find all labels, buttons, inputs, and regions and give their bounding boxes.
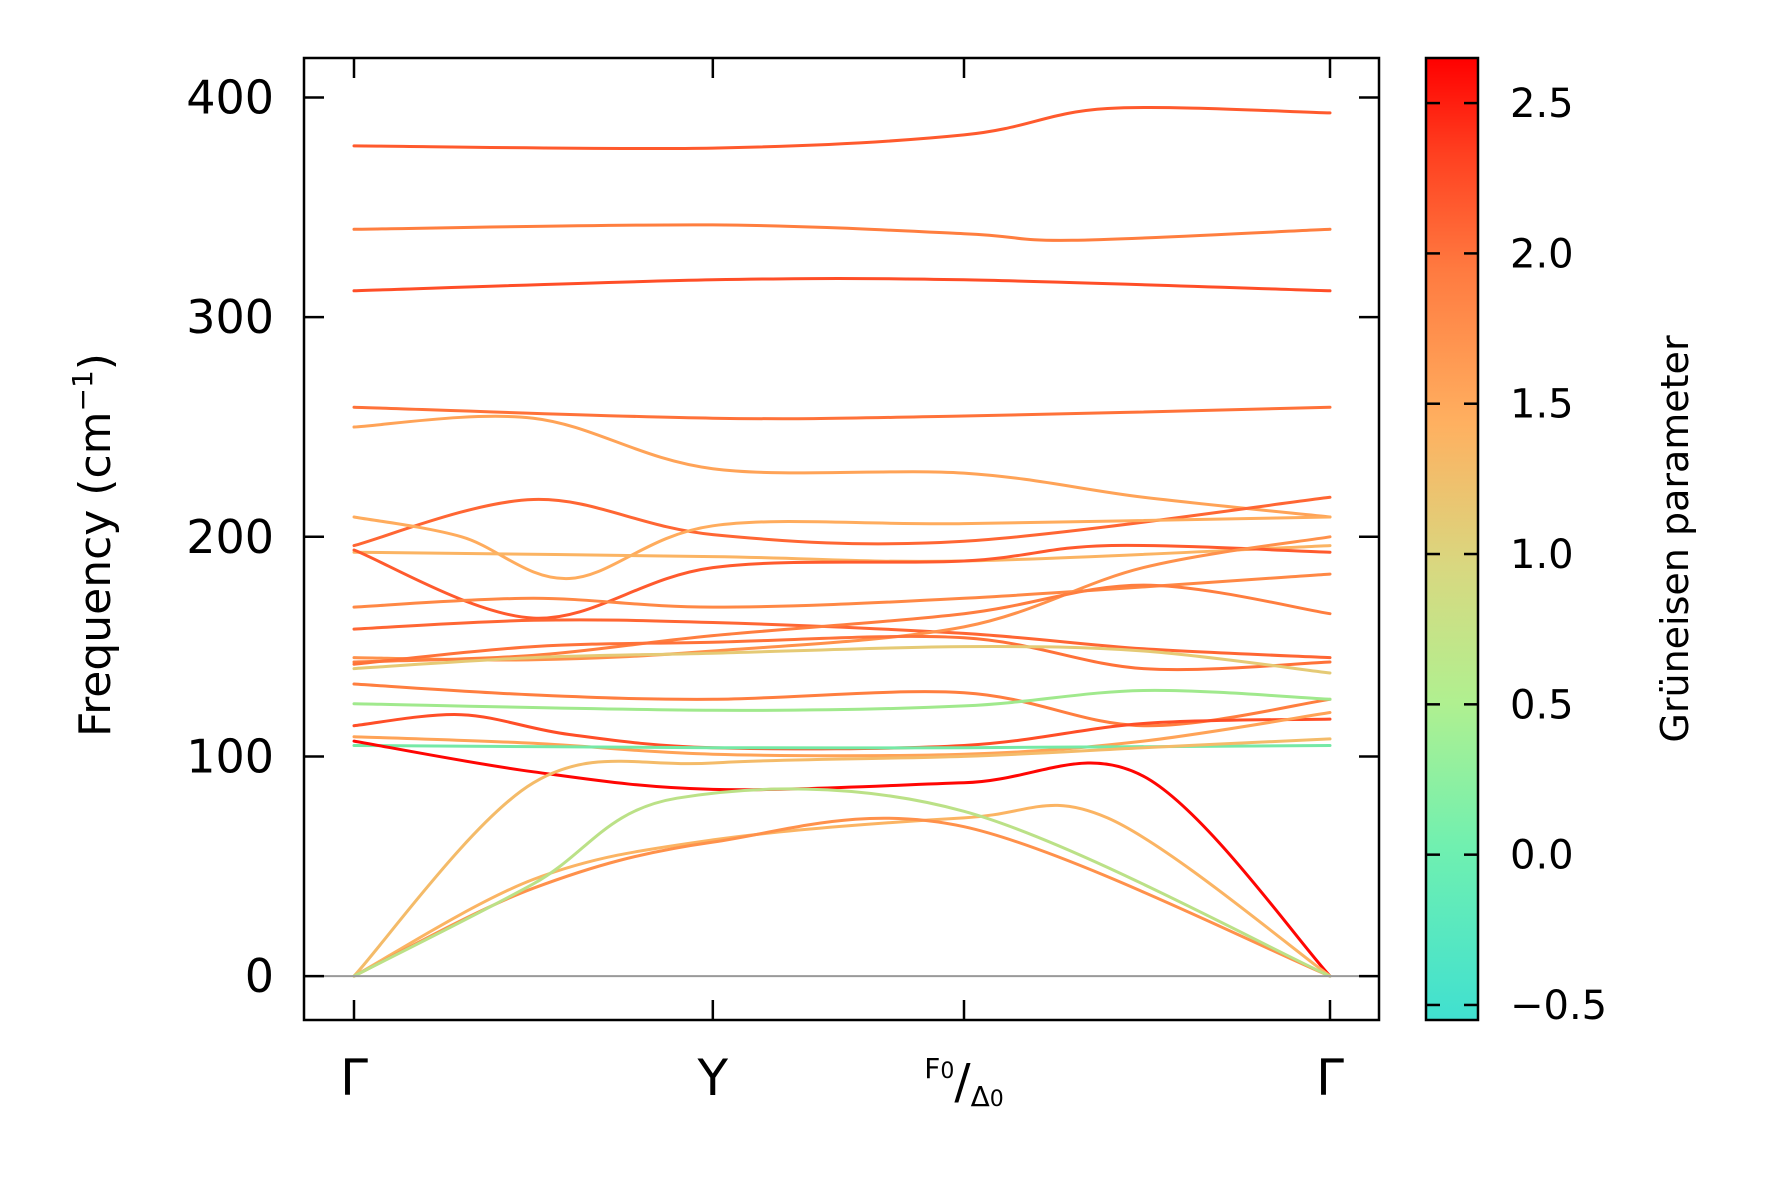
phonon-band-12: [352, 535, 1332, 662]
y-tick-label: 100: [186, 729, 274, 783]
y-tick-label: 300: [186, 290, 274, 344]
phonon-band-25: [352, 787, 1332, 978]
phonon-band-3: [352, 276, 1332, 293]
phonon-band-9: [352, 543, 1332, 620]
phonon-band-5: [352, 414, 1332, 519]
colorbar-ticks: −0.5 0.0 0.5 1.0 1.5 2.0 2.5: [1426, 81, 1607, 1029]
phonon-band-19: [352, 711, 1332, 758]
phonon-band-15: [352, 645, 1332, 675]
colorbar-label: Grüneisen parameter: [1653, 335, 1697, 743]
x-tick-label: Γ: [340, 1049, 368, 1107]
plot-frame: [302, 56, 1381, 1022]
phonon-band-8: [352, 544, 1332, 563]
phonon-band-7: [352, 515, 1332, 581]
phonon-band-24: [352, 816, 1332, 978]
colorbar-tick-label: 2.5: [1510, 81, 1574, 127]
phonon-band-11: [352, 618, 1332, 660]
phonon-band-4: [352, 405, 1332, 421]
colorbar: [1424, 56, 1480, 1022]
colorbar-tick-label: 0.5: [1510, 682, 1574, 728]
x-tick-label: F0/Δ0: [924, 1052, 1003, 1113]
phonon-band-10: [352, 572, 1332, 609]
x-axis: Γ Y F0/Δ0 Γ: [340, 58, 1344, 1113]
colorbar-tick-label: 0.0: [1510, 833, 1574, 879]
phonon-band-1: [352, 106, 1332, 151]
colorbar-tick-label: 1.5: [1510, 382, 1574, 428]
y-tick-label: 0: [245, 949, 274, 1003]
phonon-band-2: [352, 223, 1332, 242]
phonon-band-21: [352, 739, 1332, 978]
phonon-band-6: [352, 495, 1332, 548]
phonon-band-13: [352, 583, 1332, 664]
phonon-band-23: [352, 803, 1332, 978]
phonon-bands: [352, 106, 1332, 978]
phonon-band-17: [352, 688, 1332, 712]
x-tick-label: Γ: [1316, 1049, 1344, 1107]
phonon-band-16: [352, 682, 1332, 728]
y-tick-label: 400: [186, 71, 274, 125]
y-axis: 0 100 200 300 400: [186, 71, 1379, 1003]
colorbar-tick-label: 2.0: [1510, 231, 1574, 277]
y-tick-label: 200: [186, 510, 274, 564]
colorbar-tick-label: 1.0: [1510, 532, 1574, 578]
y-axis-label: Frequency (cm−1): [66, 353, 121, 737]
phonon-band-18: [352, 713, 1332, 751]
phonon-band-22: [352, 737, 1332, 978]
colorbar-tick-label: −0.5: [1510, 983, 1607, 1029]
x-tick-label: Y: [697, 1049, 729, 1107]
phonon-band-14: [352, 634, 1332, 672]
